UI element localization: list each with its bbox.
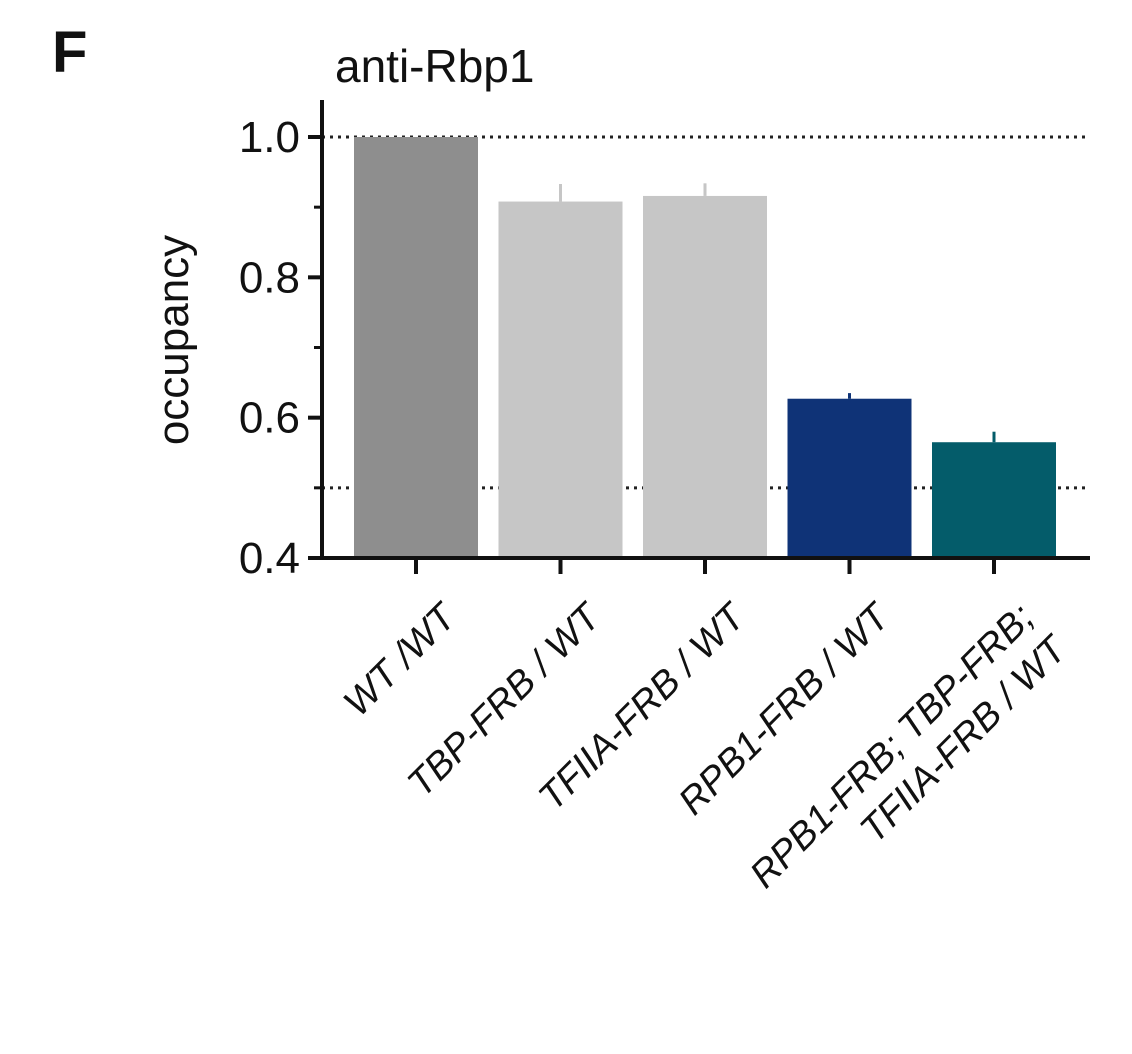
x-tick-label-1: WT /WT: [336, 594, 466, 724]
y-tick-label-1: 0.6: [239, 394, 300, 443]
y-ticks: 0.4 0.6 0.8 1.0: [239, 113, 322, 583]
bar-3: [643, 195, 767, 558]
y-tick-label-3: 1.0: [239, 113, 300, 162]
y-tick-label-0: 0.4: [239, 534, 300, 583]
bar-5: [932, 442, 1056, 558]
x-tick-label-line: RPB1-FRB; TBP-FRB;: [742, 596, 1042, 896]
error-bars: [559, 183, 996, 443]
bar-2: [498, 201, 623, 558]
x-tick-label-5: RPB1-FRB; TBP-FRB;TFIIA-FRB / WT: [742, 594, 1076, 928]
chart-title: anti-Rbp1: [335, 40, 534, 92]
bar-4: [787, 398, 912, 558]
x-tick-label-line: WT /WT: [336, 594, 466, 724]
panel-label: F: [52, 20, 87, 85]
bar-1: [354, 137, 478, 558]
axes: [308, 100, 1090, 560]
y-axis-label: occupancy: [149, 235, 198, 445]
bars: [354, 137, 1056, 558]
y-tick-label-2: 0.8: [239, 253, 300, 302]
